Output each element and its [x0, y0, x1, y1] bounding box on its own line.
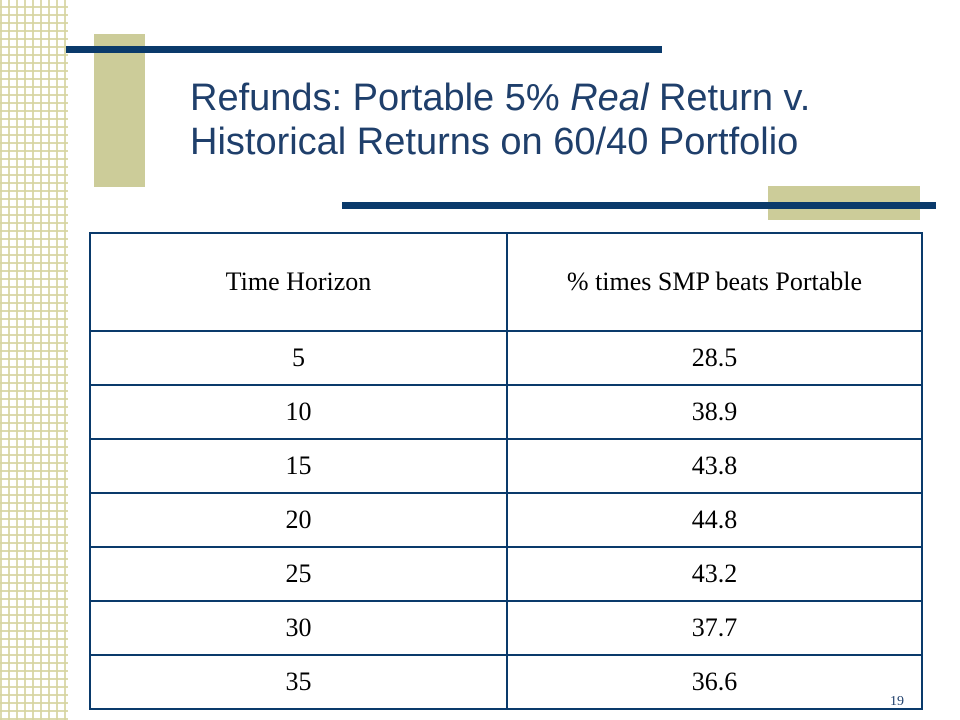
cell-horizon: 25 [89, 546, 508, 602]
header-percent-beats: % times SMP beats Portable [505, 232, 924, 332]
table-row: 10 38.9 [89, 384, 924, 440]
cell-percent: 37.7 [505, 600, 924, 656]
title-line-1-start: Refunds: Portable 5% [190, 77, 571, 119]
title-rule-bottom [342, 202, 936, 209]
title-emphasis: Real [570, 77, 649, 119]
table-row: 25 43.2 [89, 546, 924, 602]
title-line-1: Refunds: Portable 5% Real Return v. [190, 76, 930, 120]
cell-percent: 38.9 [505, 384, 924, 440]
cell-horizon: 35 [89, 654, 508, 710]
table-header-row: Time Horizon % times SMP beats Portable [89, 232, 924, 332]
title-line-1-end: Return v. [648, 77, 811, 119]
table-row: 20 44.8 [89, 492, 924, 548]
cell-horizon: 15 [89, 438, 508, 494]
cell-percent: 36.6 [505, 654, 924, 710]
table-row: 15 43.8 [89, 438, 924, 494]
cell-horizon: 10 [89, 384, 508, 440]
title-rule-top [66, 46, 662, 53]
cell-percent: 28.5 [505, 330, 924, 386]
results-table: Time Horizon % times SMP beats Portable … [89, 232, 924, 710]
cell-percent: 44.8 [505, 492, 924, 548]
cell-horizon: 5 [89, 330, 508, 386]
table-row: 35 36.6 [89, 654, 924, 710]
cell-horizon: 30 [89, 600, 508, 656]
accent-block-left [94, 34, 145, 187]
page-number: 19 [890, 694, 904, 709]
cell-horizon: 20 [89, 492, 508, 548]
cell-percent: 43.2 [505, 546, 924, 602]
table-row: 5 28.5 [89, 330, 924, 386]
slide-title: Refunds: Portable 5% Real Return v. Hist… [190, 76, 930, 164]
header-time-horizon: Time Horizon [89, 232, 508, 332]
title-line-2: Historical Returns on 60/40 Portfolio [190, 121, 799, 163]
table-row: 30 37.7 [89, 600, 924, 656]
cell-percent: 43.8 [505, 438, 924, 494]
striped-side-pattern [0, 0, 68, 720]
